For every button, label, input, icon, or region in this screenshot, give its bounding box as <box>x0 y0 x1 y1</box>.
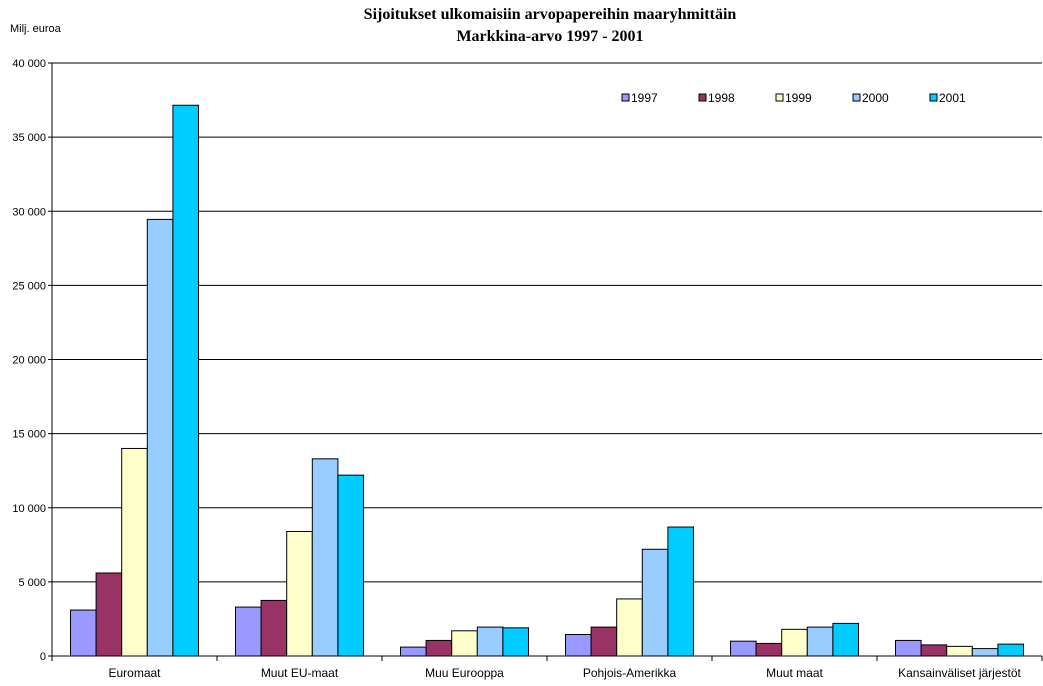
x-tick-label: Pohjois-Amerikka <box>583 666 677 680</box>
y-tick-label: 35 000 <box>12 132 46 144</box>
bar <box>70 609 97 657</box>
bar <box>476 626 504 657</box>
bar <box>781 628 808 657</box>
chart-subtitle: Markkina-arvo 1997 - 2001 <box>456 28 644 45</box>
bar <box>400 646 427 657</box>
bar <box>920 644 948 657</box>
bar <box>565 634 592 657</box>
bar <box>667 526 695 657</box>
x-tick-label: Muut EU-maat <box>261 666 339 680</box>
legend-label: 1999 <box>785 91 812 105</box>
bar <box>146 218 174 657</box>
legend-swatch <box>698 93 707 102</box>
y-tick-label: 30 000 <box>12 206 46 218</box>
bar <box>95 572 123 657</box>
legend-label: 1998 <box>708 91 735 105</box>
y-tick-label: 0 <box>40 651 46 663</box>
legend-label: 2000 <box>862 91 889 105</box>
bar <box>641 548 669 657</box>
y-tick-label: 5 000 <box>18 577 46 589</box>
legend-swatch <box>775 93 784 102</box>
x-tick-label: Muut maat <box>766 666 823 680</box>
bar <box>730 640 757 657</box>
legend-label: 2001 <box>939 91 966 105</box>
legend-swatch <box>929 93 938 102</box>
bar <box>451 630 478 657</box>
bar <box>502 627 529 657</box>
y-tick-label: 25 000 <box>12 280 46 292</box>
x-tick-label: Muu Eurooppa <box>425 666 504 680</box>
bar <box>946 645 973 657</box>
y-tick-label: 40 000 <box>12 58 46 70</box>
legend-swatch <box>621 93 630 102</box>
bar <box>590 626 618 657</box>
chart-title: Sijoitukset ulkomaisiin arvopapereihin m… <box>363 6 737 23</box>
bar <box>286 530 313 657</box>
bar <box>337 474 364 657</box>
y-tick-label: 15 000 <box>12 429 46 441</box>
y-tick-label: 10 000 <box>12 503 46 515</box>
bar <box>260 599 288 657</box>
bar <box>172 104 199 657</box>
legend-label: 1997 <box>631 91 658 105</box>
bar <box>971 648 999 657</box>
bar <box>997 643 1025 657</box>
bar <box>806 626 834 657</box>
legend-swatch <box>852 93 861 102</box>
bar <box>755 642 783 657</box>
bar <box>121 447 148 657</box>
x-tick-label: Kansainväliset järjestöt <box>898 666 1021 680</box>
bar <box>832 622 860 657</box>
bar <box>235 606 262 657</box>
bar <box>311 458 339 657</box>
bar <box>425 639 453 657</box>
y-axis-unit-label: Milj. euroa <box>10 23 61 35</box>
bar <box>616 598 643 657</box>
y-tick-label: 20 000 <box>12 355 46 367</box>
bar <box>895 639 922 657</box>
x-tick-label: Euromaat <box>108 666 161 680</box>
